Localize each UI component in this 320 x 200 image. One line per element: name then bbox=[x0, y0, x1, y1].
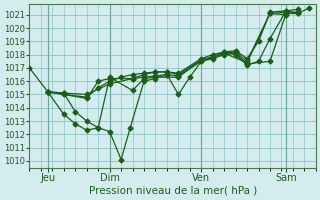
X-axis label: Pression niveau de la mer( hPa ): Pression niveau de la mer( hPa ) bbox=[89, 186, 257, 196]
